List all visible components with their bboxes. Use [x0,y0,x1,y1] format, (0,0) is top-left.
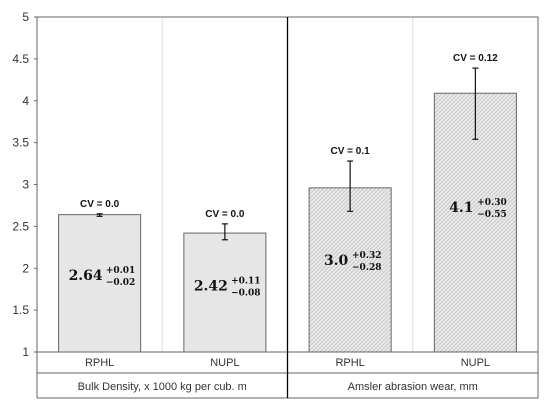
category-label: RPHL [335,357,364,369]
value-label: 3.0 [324,253,349,269]
cv-label: CV = 0.0 [205,209,245,220]
bar-solid-rphl [58,214,142,353]
y-tick-label: 2.5 [12,219,29,233]
category-label: NUPL [461,357,490,369]
value-error-minus: −0.55 [477,210,506,220]
cv-label: CV = 0.12 [453,53,498,64]
group-label: Bulk Density, x 1000 kg per cub. m [78,381,247,393]
category-label: RPHL [85,357,114,369]
bar-solid-nupl [183,232,267,353]
group-label: Amsler abrasion wear, mm [348,381,478,393]
value-error-plus: +0.30 [477,198,506,208]
y-tick-label: 2 [22,261,29,275]
y-tick-label: 5 [22,10,29,24]
category-label: NUPL [210,357,239,369]
value-error-plus: +0.11 [231,276,260,286]
value-error-minus: −0.02 [106,278,135,288]
value-label: 2.42 [194,278,228,294]
y-tick-label: 3 [22,178,29,192]
cv-label: CV = 0.0 [80,199,120,210]
value-label: 4.1 [449,200,473,216]
y-tick-label: 4.5 [12,52,29,66]
y-tick-label: 4 [22,94,29,108]
value-error-minus: −0.08 [231,288,260,298]
y-tick-label: 1 [22,345,29,359]
value-label: 2.64 [69,268,103,284]
cv-label: CV = 0.1 [331,146,371,157]
value-error-plus: +0.01 [106,266,135,276]
y-tick-label: 3.5 [12,136,29,150]
value-error-plus: +0.32 [352,251,381,261]
value-error-minus: −0.28 [352,263,381,273]
y-tick-label: 1.5 [12,303,29,317]
